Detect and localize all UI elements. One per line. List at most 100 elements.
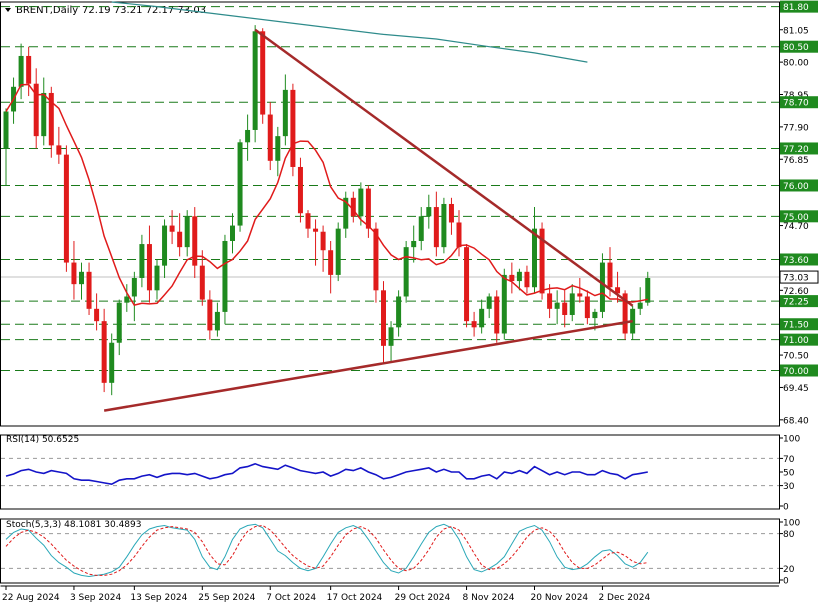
candle-52 — [396, 290, 402, 337]
candle-74 — [562, 290, 568, 328]
price-tag-19 — [780, 364, 818, 377]
ma-short-line — [5, 83, 648, 306]
candle-25 — [192, 207, 198, 278]
price-tick-10: 75.00 — [783, 213, 809, 223]
price-tick-17: 71.00 — [783, 336, 809, 346]
price-tick-16: 71.50 — [783, 321, 809, 331]
price-tick-2: 80.50 — [783, 43, 809, 53]
candle-33 — [252, 25, 258, 143]
price-tag-17 — [780, 333, 818, 346]
candle-body — [41, 92, 47, 137]
candle-body — [532, 228, 537, 288]
candle-body — [509, 274, 515, 282]
rsi-tick-3: 30 — [783, 482, 795, 492]
candle-11 — [86, 262, 92, 315]
x-tick-6: 29 Oct 2024 — [395, 593, 451, 603]
candle-body — [207, 299, 213, 331]
candle-body — [607, 262, 613, 288]
candle-61 — [464, 244, 470, 328]
candle-body — [501, 274, 507, 334]
candle-39 — [297, 157, 303, 223]
candle-62 — [471, 311, 477, 337]
candle-body — [426, 207, 432, 217]
stoch-tick-3: 0 — [783, 577, 789, 587]
candle-body — [441, 203, 447, 248]
rsi-line — [5, 462, 648, 486]
candle-27 — [207, 290, 213, 340]
candle-body — [26, 55, 32, 84]
candle-32 — [245, 114, 251, 161]
x-tick-1: 3 Sep 2024 — [70, 593, 122, 603]
candle-16 — [124, 284, 130, 312]
candle-body — [63, 154, 69, 263]
candle-53 — [403, 240, 409, 303]
candle-51 — [388, 321, 394, 362]
price-tick-6: 77.90 — [783, 123, 809, 133]
candle-body — [569, 293, 575, 315]
price-tick-13: 73.03 — [783, 274, 809, 284]
price-tag-16 — [780, 318, 818, 331]
candle-body — [199, 265, 205, 300]
candle-3 — [26, 46, 32, 97]
candle-body — [245, 129, 251, 143]
x-tick-3: 25 Sep 2024 — [198, 593, 255, 603]
candle-body — [184, 216, 190, 248]
rsi-tick-1: 70 — [783, 455, 795, 465]
candle-body — [479, 308, 485, 328]
candle-body — [615, 287, 621, 294]
price-tick-3: 80.00 — [783, 59, 809, 69]
candle-body — [116, 302, 122, 343]
candle-15 — [116, 299, 122, 356]
candle-body — [350, 197, 356, 217]
stoch-d-line — [5, 524, 648, 576]
chart-header: BRENT,Daily 72.19 73.21 72.17 73.03 — [5, 5, 206, 16]
candle-24 — [184, 210, 190, 257]
candle-42 — [320, 225, 326, 272]
candle-body — [403, 247, 409, 297]
candle-body — [562, 302, 568, 315]
candle-body — [139, 244, 145, 278]
candle-body — [48, 92, 54, 146]
candle-body — [124, 296, 130, 303]
candle-7 — [56, 126, 62, 164]
candle-38 — [290, 83, 296, 177]
candle-73 — [554, 290, 560, 325]
price-tick-20: 69.45 — [783, 384, 809, 394]
candle-body — [79, 271, 84, 285]
candle-37 — [282, 74, 288, 146]
price-tick-7: 77.20 — [783, 145, 809, 155]
candle-body — [131, 277, 137, 297]
candle-body — [169, 225, 175, 232]
candle-30 — [230, 213, 235, 254]
candle-65 — [494, 290, 500, 343]
rsi-label: RSI(14) 50.6525 — [6, 435, 79, 445]
candle-body — [396, 296, 402, 328]
candle-50 — [381, 281, 386, 365]
candle-66 — [501, 268, 507, 340]
candle-body — [592, 311, 598, 319]
candle-body — [554, 302, 560, 309]
x-tick-5: 17 Oct 2024 — [327, 593, 383, 603]
candle-body — [313, 228, 319, 232]
candle-body — [146, 244, 152, 291]
candle-49 — [373, 222, 379, 303]
candle-body — [328, 250, 334, 275]
candle-body — [373, 228, 379, 291]
candle-13 — [101, 308, 107, 393]
candle-14 — [109, 333, 115, 396]
rsi-tick-0: 100 — [783, 435, 800, 445]
candle-body — [214, 311, 220, 331]
candle-6 — [48, 86, 54, 158]
price-tag-13 — [779, 270, 819, 284]
candle-body — [471, 321, 477, 328]
dropdown-triangle-icon[interactable] — [5, 8, 11, 12]
candle-82 — [622, 290, 628, 340]
chart-symbol: BRENT,Daily — [16, 5, 78, 16]
candle-63 — [479, 299, 485, 334]
price-tag-0 — [780, 0, 818, 13]
candle-body — [267, 114, 273, 161]
candle-43 — [328, 240, 334, 294]
candle-body — [222, 240, 228, 312]
candle-body — [577, 293, 583, 297]
